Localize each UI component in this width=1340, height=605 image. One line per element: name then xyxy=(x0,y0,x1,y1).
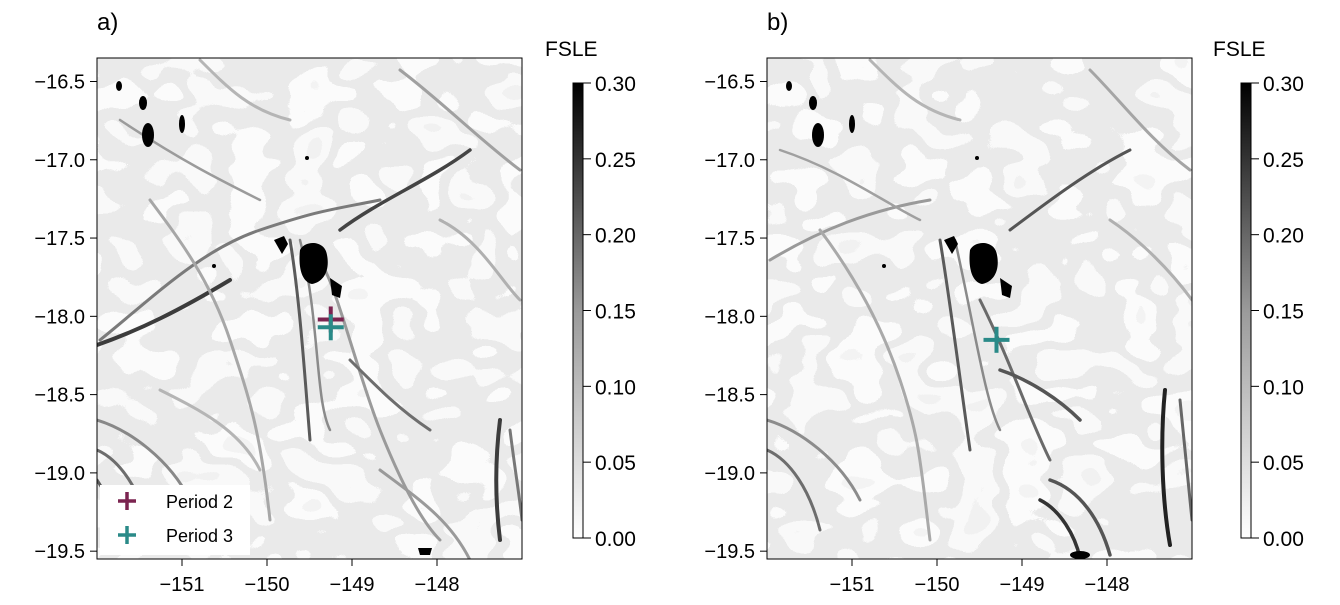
y-tick-label: −16.5 xyxy=(34,71,85,93)
islands-a xyxy=(116,81,432,555)
legend-entry: Period 3 xyxy=(118,526,233,546)
legend-entry: Period 2 xyxy=(118,492,233,512)
panel-label-a: a) xyxy=(97,9,118,36)
y-axis-a: −16.5 −17.0 −17.5 −18.0 −18.5 −19.0 −19.5 xyxy=(34,71,97,563)
y-tick-label: −17.0 xyxy=(704,150,755,172)
colorbar-tick-label: 0.10 xyxy=(595,376,636,399)
colorbar-title-a: FSLE xyxy=(545,38,598,61)
y-tick-label: −19.0 xyxy=(34,463,85,485)
x-axis-b: −151 −150 −149 −148 xyxy=(829,559,1130,596)
marker-period-3 xyxy=(983,326,1010,353)
x-tick-label: −148 xyxy=(1084,574,1129,596)
colorbar-tick-label: 0.00 xyxy=(1263,528,1304,551)
x-tick-label: −149 xyxy=(999,574,1044,596)
colorbar-tick-label: 0.05 xyxy=(595,452,636,475)
colorbar-tick-label: 0.20 xyxy=(595,225,636,248)
x-tick-label: −151 xyxy=(829,574,874,596)
colorbar-tick-label: 0.10 xyxy=(1263,376,1304,399)
islands-b xyxy=(786,81,1090,559)
markers-a xyxy=(317,306,344,341)
colorbar-tick-label: 0.15 xyxy=(595,301,636,324)
y-tick-label: −16.5 xyxy=(704,71,755,93)
colorbar-tick-label: 0.20 xyxy=(1263,225,1304,248)
colorbar-tick-label: 0.05 xyxy=(1263,452,1304,475)
legend-label: Period 3 xyxy=(166,526,233,546)
x-tick-label: −150 xyxy=(244,574,289,596)
fsle-field-a xyxy=(97,58,522,559)
plot-frame-a xyxy=(96,57,523,560)
y-tick-label: −18.5 xyxy=(704,385,755,407)
y-tick-label: −17.5 xyxy=(34,228,85,250)
x-tick-label: −150 xyxy=(914,574,959,596)
panel-a: a) xyxy=(34,9,635,596)
y-tick-label: −18.0 xyxy=(34,306,85,328)
colorbar-tick-label: 0.30 xyxy=(595,73,636,96)
y-tick-label: −19.5 xyxy=(704,541,755,563)
x-tick-label: −151 xyxy=(159,574,204,596)
y-tick-label: −18.5 xyxy=(34,385,85,407)
colorbar-title-b: FSLE xyxy=(1213,38,1266,61)
colorbar-tick-label: 0.25 xyxy=(1263,149,1304,172)
colorbar-tick-label: 0.15 xyxy=(1263,301,1304,324)
colorbar-tick-label: 0.30 xyxy=(1263,73,1304,96)
y-tick-label: −19.5 xyxy=(34,541,85,563)
colorbar-tick-label: 0.25 xyxy=(595,149,636,172)
y-tick-label: −17.0 xyxy=(34,150,85,172)
colorbar-tick-label: 0.00 xyxy=(595,528,636,551)
fsle-field-b xyxy=(767,58,1192,559)
colorbar-a: FSLE 0.00 0.05 0.10 0.15 0.20 0.25 0.30 xyxy=(545,38,636,551)
plot-frame-b xyxy=(766,57,1193,560)
legend-a: Period 2 Period 3 xyxy=(100,485,250,555)
marker-period-3 xyxy=(317,314,344,341)
y-tick-label: −19.0 xyxy=(704,463,755,485)
panel-label-b: b) xyxy=(767,9,788,36)
y-axis-b: −16.5 −17.0 −17.5 −18.0 −18.5 −19.0 −19.5 xyxy=(704,71,767,563)
x-axis-a: −151 −150 −149 −148 xyxy=(159,559,460,596)
y-tick-label: −17.5 xyxy=(704,228,755,250)
colorbar-b: FSLE 0.00 0.05 0.10 0.15 0.20 0.25 0.30 xyxy=(1213,38,1304,551)
markers-b xyxy=(983,326,1010,353)
y-tick-label: −18.0 xyxy=(704,306,755,328)
legend-label: Period 2 xyxy=(166,492,233,512)
panel-b: b) xyxy=(704,9,1303,596)
x-tick-label: −149 xyxy=(329,574,374,596)
x-tick-label: −148 xyxy=(414,574,459,596)
